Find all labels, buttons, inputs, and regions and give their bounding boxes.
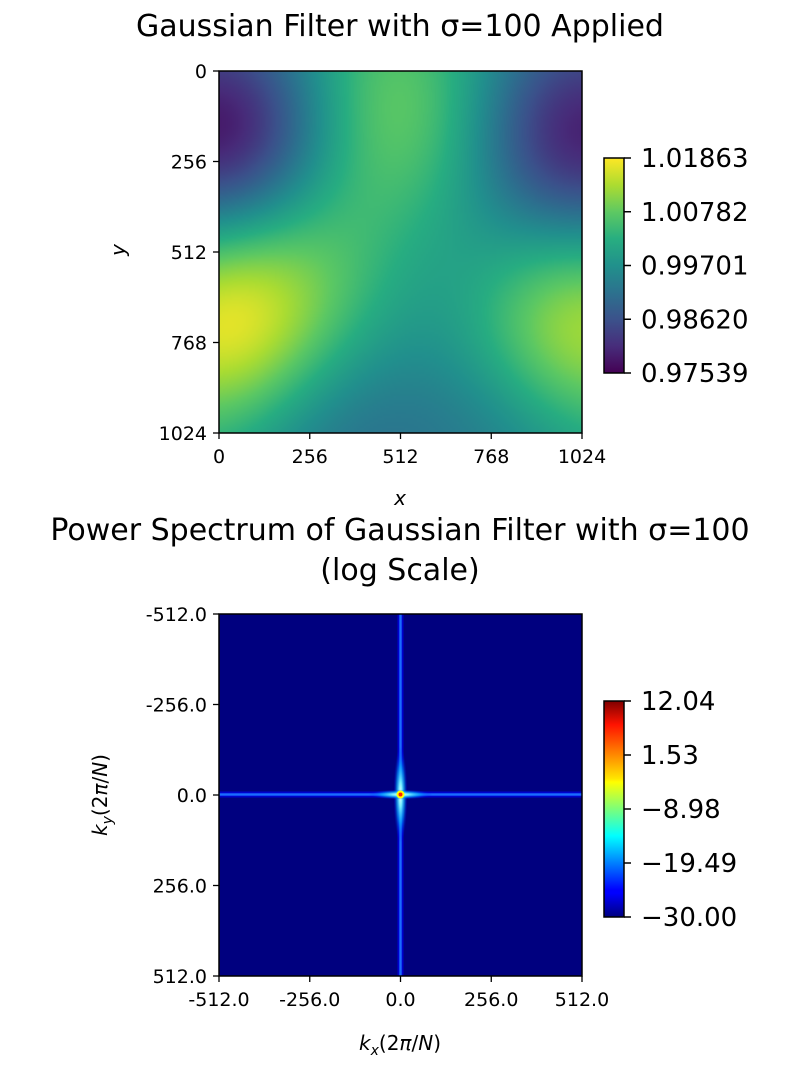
chart2-colorbar: [603, 700, 625, 918]
chart1-xlabel: x: [393, 486, 406, 510]
chart2-y-tick-label: -256.0: [146, 695, 207, 717]
chart1-y-tick-label: 0: [195, 61, 207, 83]
chart2-colorbar-tick-label: 12.04: [641, 687, 715, 717]
chart1-y-tick-label: 512: [171, 242, 207, 264]
chart1-x-axis: 0 256 512 768 1024: [213, 433, 606, 468]
chart2-colorbar-tick-label: −30.00: [641, 903, 737, 933]
chart2-heatmap: [219, 614, 582, 976]
chart1-colorbar: [603, 157, 625, 374]
chart2-colorbar-ticks: −30.00 −19.49 −8.98 1.53 12.04: [624, 687, 737, 933]
chart2-x-axis: -512.0 -256.0 0.0 256.0 512.0: [188, 976, 609, 1011]
chart1-x-tick-label: 512: [382, 446, 418, 468]
chart2-ylabel: ky(2π/N): [88, 754, 116, 836]
chart1-heatmap: [219, 71, 582, 433]
chart2-y-tick-label: 512.0: [153, 966, 207, 988]
chart2-title-line2: (log Scale): [320, 553, 479, 588]
chart2-colorbar-tick-label: 1.53: [641, 741, 699, 771]
chart1-y-tick-label: 256: [171, 152, 207, 174]
chart1-x-tick-label: 0: [213, 446, 225, 468]
chart1-colorbar-tick-label: 1.01863: [641, 144, 749, 174]
chart1-colorbar-tick-label: 0.98620: [641, 305, 749, 335]
chart2-colorbar-tick-label: −8.98: [641, 795, 721, 825]
chart1-y-tick-label: 768: [171, 333, 207, 355]
chart2-x-tick-label: -512.0: [188, 989, 249, 1011]
chart1-x-tick-label: 768: [473, 446, 509, 468]
chart2-y-tick-label: 256.0: [153, 876, 207, 898]
chart2-peak: [398, 792, 403, 797]
chart1-x-tick-label: 256: [292, 446, 328, 468]
chart2-y-tick-label: -512.0: [146, 604, 207, 626]
chart1-title: Gaussian Filter with σ=100 Applied: [136, 9, 664, 44]
chart1-y-tick-label: 1024: [159, 423, 207, 445]
chart2-colorbar-tick-label: −19.49: [641, 849, 737, 879]
chart1-colorbar-ticks: 0.97539 0.98620 0.99701 1.00782 1.01863: [624, 144, 749, 389]
chart2-x-tick-label: 512.0: [555, 989, 609, 1011]
chart2-x-tick-label: 0.0: [385, 989, 415, 1011]
chart2-x-tick-label: -256.0: [279, 989, 340, 1011]
chart1-x-tick-label: 1024: [558, 446, 606, 468]
chart2-xlabel: kx(2π/N): [359, 1031, 441, 1059]
chart2-title-line1: Power Spectrum of Gaussian Filter with σ…: [50, 513, 749, 548]
chart1-colorbar-tick-label: 1.00782: [641, 198, 749, 228]
chart1-colorbar-tick-label: 0.99701: [641, 252, 749, 282]
chart2-x-tick-label: 256.0: [464, 989, 518, 1011]
chart1-ylabel: y: [106, 243, 130, 257]
chart2-y-tick-label: 0.0: [177, 785, 207, 807]
chart2-y-axis: -512.0 -256.0 0.0 256.0 512.0: [146, 604, 219, 988]
chart1-y-axis: 0 256 512 768 1024: [159, 61, 219, 445]
chart1-colorbar-tick-label: 0.97539: [641, 359, 749, 389]
